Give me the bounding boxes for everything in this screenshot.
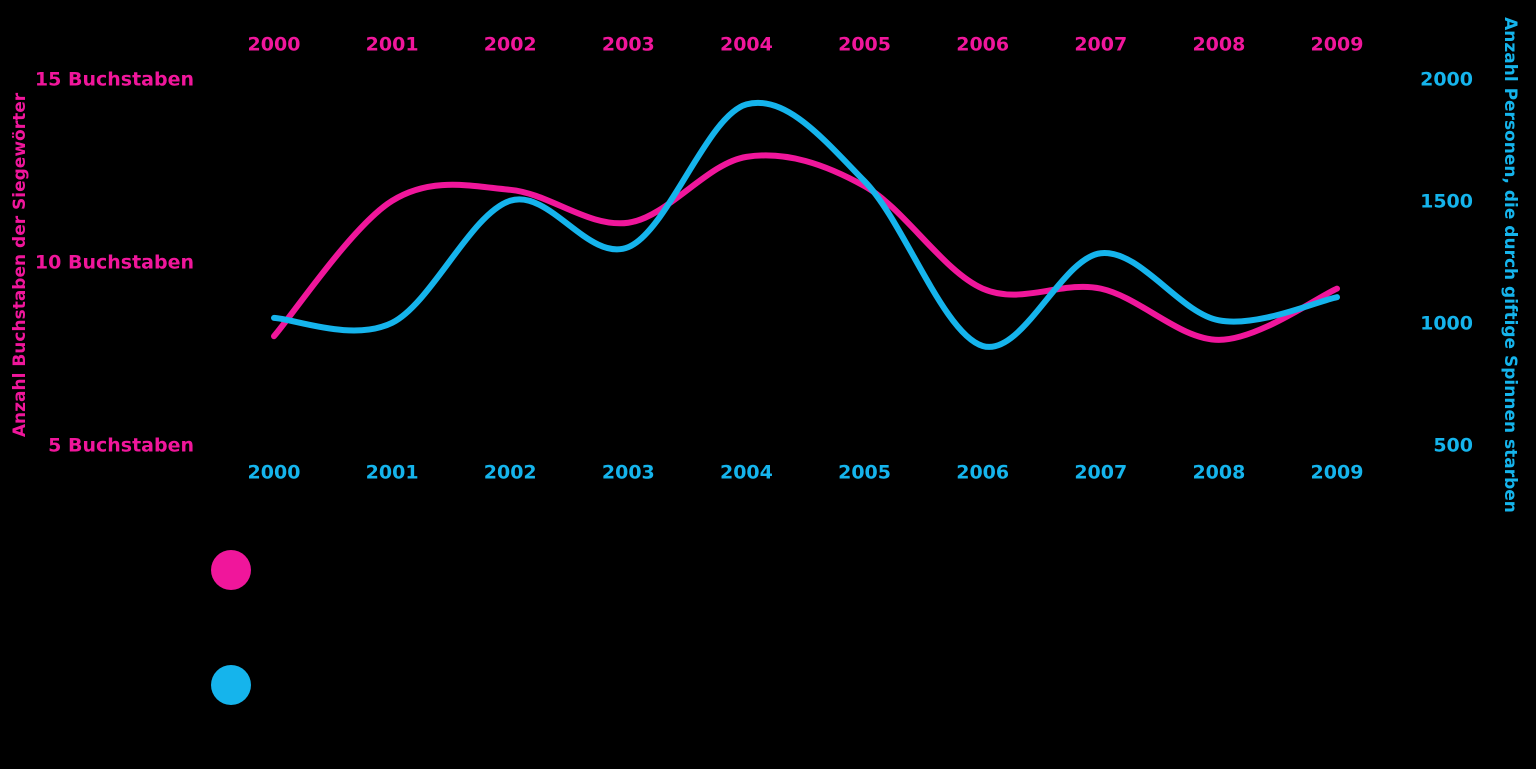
bottom-year-tick: 2001: [366, 462, 419, 484]
right-axis-tick: 2000: [1420, 69, 1473, 91]
right-axis-tick: 1500: [1420, 191, 1473, 213]
bottom-year-tick: 2005: [838, 462, 891, 484]
right-persons-axis: 2000 1500 1000 500: [1420, 69, 1473, 457]
bottom-year-tick: 2006: [956, 462, 1009, 484]
bottom-year-tick: 2002: [484, 462, 537, 484]
bottom-year-tick: 2007: [1074, 462, 1127, 484]
blue-series-line: [271, 99, 1340, 350]
right-axis-title: Anzahl Personen, die durch giftige Spinn…: [1500, 17, 1520, 513]
top-year-tick: 2004: [720, 34, 773, 56]
right-axis-tick: 500: [1433, 435, 1473, 457]
bottom-year-tick: 2004: [720, 462, 773, 484]
top-year-tick: 2000: [248, 34, 301, 56]
top-year-tick: 2006: [956, 34, 1009, 56]
top-year-tick: 2001: [366, 34, 419, 56]
top-year-tick: 2005: [838, 34, 891, 56]
top-year-tick: 2002: [484, 34, 537, 56]
legend-dot-pink: [211, 550, 251, 590]
bottom-year-axis: 2000 2001 2002 2003 2004 2005 2006 2007 2008 2009: [248, 462, 1364, 484]
top-year-tick: 2009: [1311, 34, 1364, 56]
pink-series-line: [271, 152, 1340, 343]
left-axis-title: Anzahl Buchstaben der Siegewörter: [10, 92, 30, 437]
left-axis-tick: 15 Buchstaben: [35, 69, 194, 91]
right-axis-tick: 1000: [1420, 313, 1473, 335]
top-year-axis: 2000 2001 2002 2003 2004 2005 2006 2007 2008 2009: [248, 34, 1364, 56]
top-year-tick: 2008: [1192, 34, 1245, 56]
bottom-year-tick: 2009: [1311, 462, 1364, 484]
legend-dot-blue: [211, 665, 251, 705]
bottom-year-tick: 2003: [602, 462, 655, 484]
left-letter-axis: 15 Buchstaben 10 Buchstaben 5 Buchstaben: [35, 69, 194, 457]
top-year-tick: 2003: [602, 34, 655, 56]
top-year-tick: 2007: [1074, 34, 1127, 56]
series-layer: [271, 99, 1340, 350]
bottom-year-tick: 2000: [248, 462, 301, 484]
bottom-year-tick: 2008: [1192, 462, 1245, 484]
left-axis-tick: 10 Buchstaben: [35, 252, 194, 274]
left-axis-tick: 5 Buchstaben: [48, 435, 194, 457]
